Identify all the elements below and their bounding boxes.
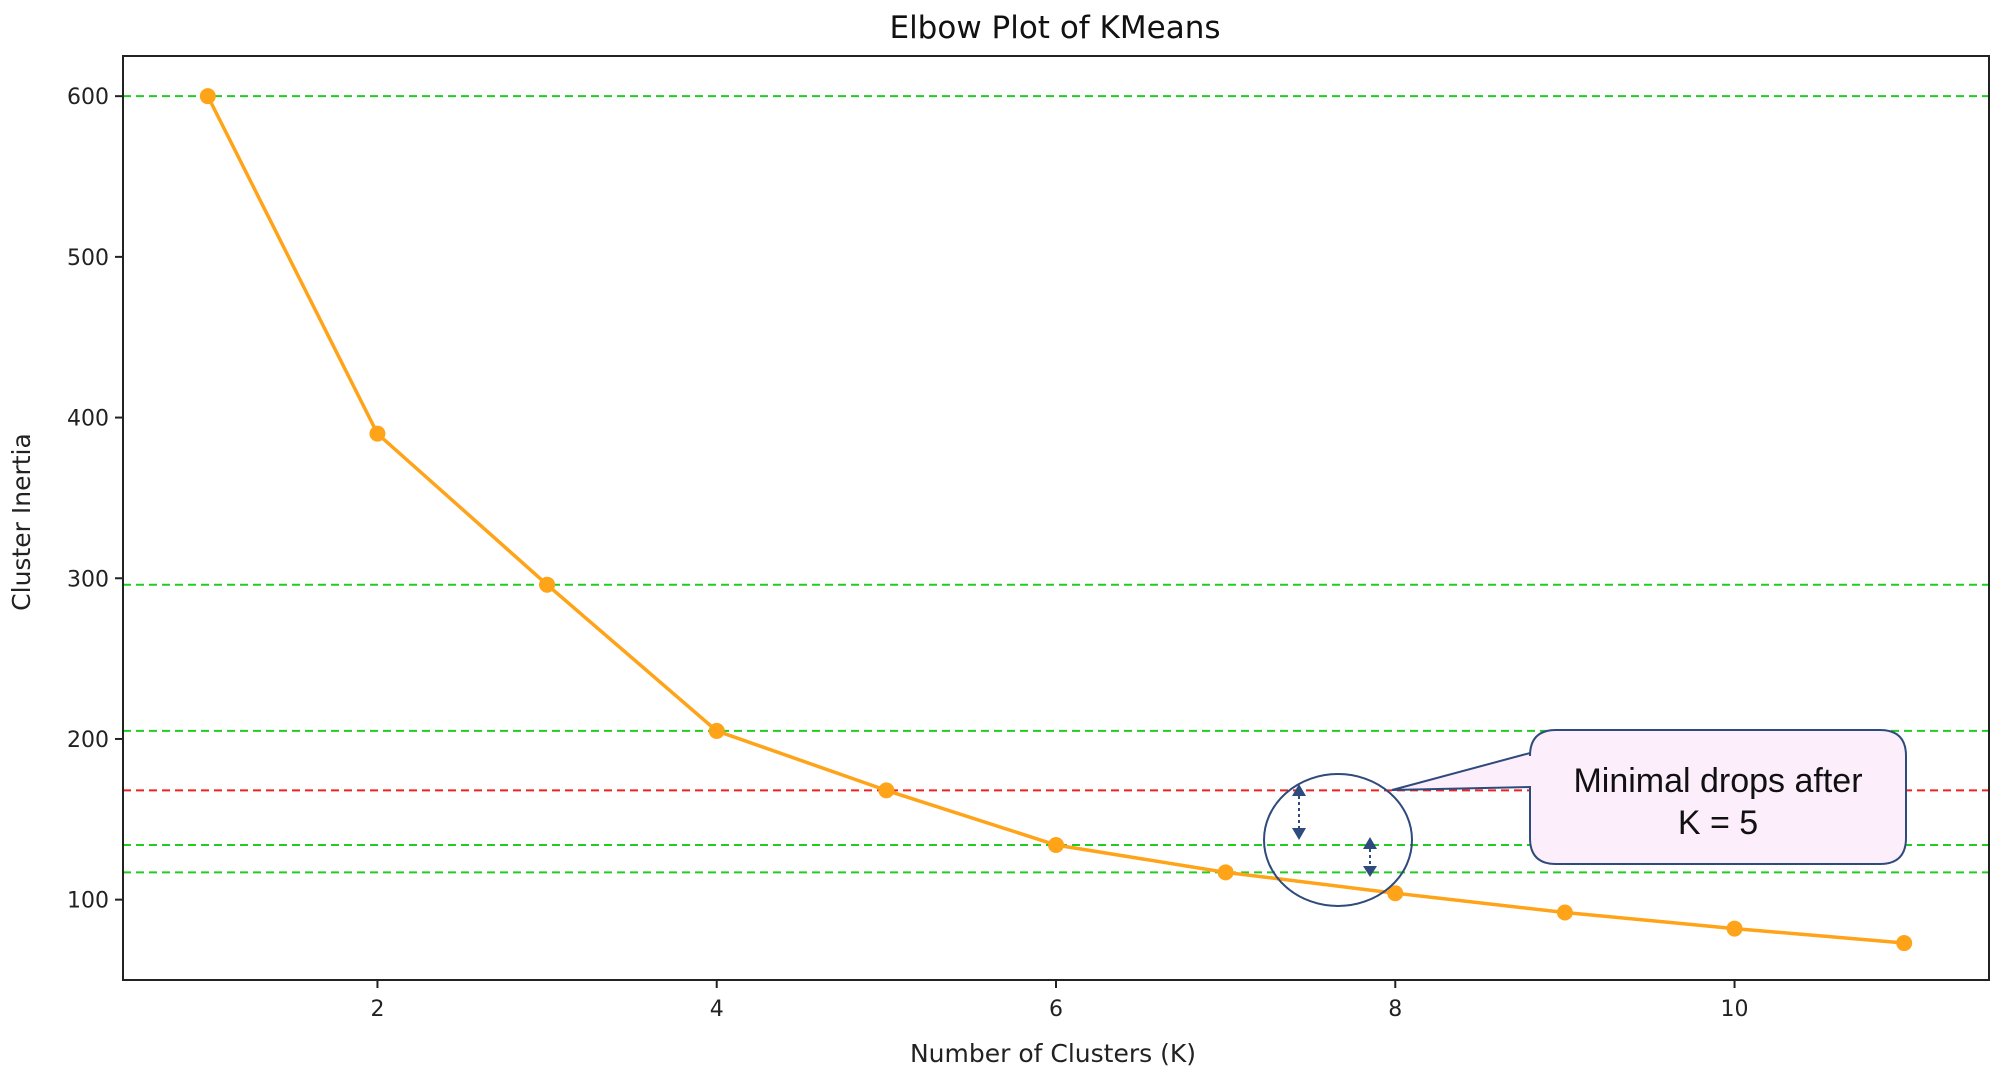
x-axis-label: Number of Clusters (K) (910, 1039, 1196, 1068)
y-tick-label: 500 (67, 246, 109, 271)
y-tick-label: 200 (67, 728, 109, 753)
x-tick-label: 6 (1049, 997, 1063, 1022)
y-tick-label: 400 (67, 407, 109, 432)
data-point (1387, 885, 1404, 902)
y-axis-ticks: 100 200 300 400 500 600 (67, 85, 123, 914)
x-tick-label: 2 (370, 997, 384, 1022)
data-point (199, 88, 216, 105)
drop-arrow-1 (1292, 784, 1306, 840)
data-point (369, 425, 386, 442)
y-tick-label: 100 (67, 889, 109, 914)
y-tick-label: 600 (67, 85, 109, 110)
data-point (1726, 920, 1743, 937)
callout-text-line1: Minimal drops after (1573, 762, 1862, 800)
series-points-group (199, 88, 1913, 952)
data-point (1896, 935, 1913, 952)
x-tick-label: 8 (1388, 997, 1402, 1022)
y-axis-label: Cluster Inertia (7, 433, 36, 611)
data-point (1217, 864, 1234, 881)
data-point (708, 722, 725, 739)
x-axis-ticks: 2 4 6 8 10 (370, 980, 1749, 1022)
data-point (1556, 904, 1573, 921)
data-point (1048, 837, 1064, 854)
callout-text-line2: K = 5 (1678, 804, 1758, 842)
callout-box (1391, 729, 1907, 865)
chart-title: Elbow Plot of KMeans (889, 10, 1220, 46)
data-point (878, 782, 895, 799)
highlight-ellipse (1263, 773, 1413, 907)
x-tick-label: 10 (1721, 997, 1749, 1022)
data-point (539, 576, 556, 593)
callout-annotation: Minimal drops after K = 5 (1263, 729, 1907, 907)
drop-arrow-2 (1363, 837, 1377, 877)
x-tick-label: 4 (710, 997, 724, 1022)
y-tick-label: 300 (67, 567, 109, 592)
